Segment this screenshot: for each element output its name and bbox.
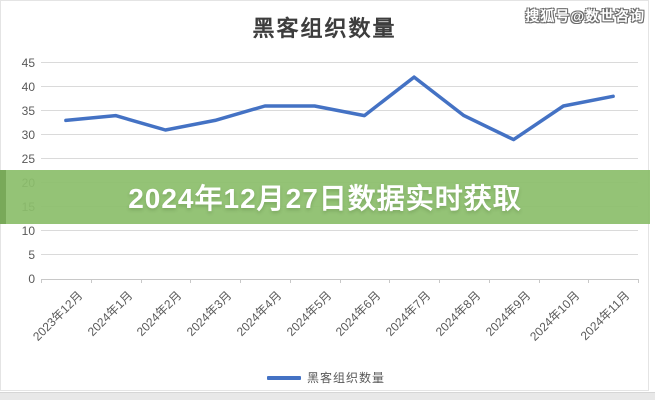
x-axis-tick [41, 279, 42, 283]
x-axis-tick [140, 279, 142, 283]
legend: 黑客组织数量 [1, 369, 651, 386]
y-tick-label: 35 [21, 103, 35, 118]
sohu-watermark: 搜狐号@数世咨询 [525, 8, 645, 24]
y-tick-label: 40 [21, 79, 35, 94]
page-bottom-strip [0, 392, 655, 400]
gridline [41, 62, 638, 64]
y-tick-label: 5 [28, 247, 35, 262]
x-axis-tick [190, 279, 192, 283]
y-tick-label: 0 [28, 272, 35, 286]
y-tick-label: 25 [21, 151, 35, 166]
y-tick-label: 30 [21, 127, 35, 142]
x-axis-tick [240, 279, 241, 283]
x-axis-tick [638, 279, 639, 283]
x-axis-tick [90, 279, 92, 283]
gridline [41, 230, 638, 232]
x-axis-tick [538, 279, 540, 283]
gridline [41, 134, 638, 136]
banner-text: 2024年12月27日数据实时获取 [128, 183, 522, 214]
chart-title: 黑客组织数量 [252, 16, 397, 41]
gridline [41, 86, 638, 88]
y-tick-label: 10 [21, 223, 35, 238]
gridline [41, 158, 638, 160]
x-axis-tick [339, 279, 341, 283]
data-line [64, 75, 615, 142]
gridline [41, 254, 638, 256]
overlay-banner: 2024年12月27日数据实时获取 [0, 170, 650, 224]
line-series [64, 75, 615, 142]
x-axis-tick [488, 279, 490, 283]
x-axis-tick [389, 279, 391, 283]
legend-label: 黑客组织数量 [306, 371, 385, 385]
banner-left-edge [0, 170, 6, 224]
x-axis-tick [588, 279, 590, 283]
x-axis-tick [439, 279, 440, 283]
x-axis-tick [289, 279, 291, 283]
legend-line-marker [266, 375, 301, 380]
y-tick-label: 45 [21, 55, 35, 70]
